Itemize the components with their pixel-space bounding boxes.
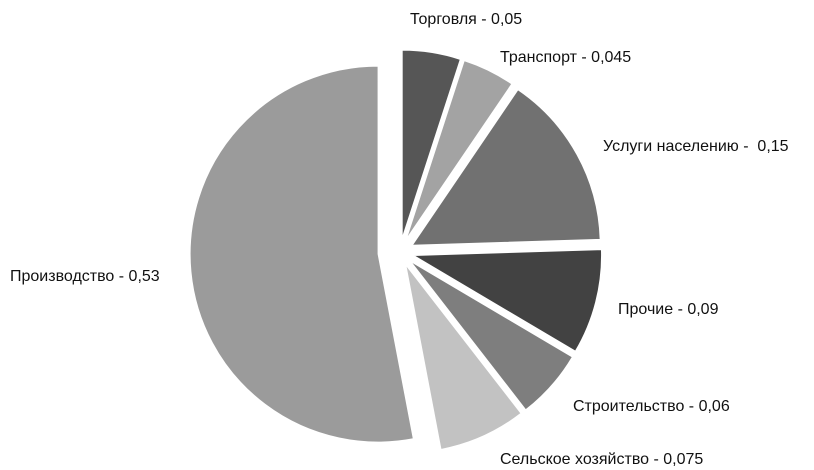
pie-slice	[410, 260, 574, 411]
slice-label: Сельское хозяйство - 0,075	[500, 451, 703, 468]
slice-label: Прочие - 0,09	[618, 301, 719, 318]
slice-label: Строительство - 0,06	[573, 398, 730, 415]
pie-slice	[405, 59, 513, 240]
slice-label: Транспорт - 0,045	[500, 49, 631, 66]
pie-slice	[411, 89, 601, 246]
pie-slice	[411, 249, 603, 352]
slice-label: Услуги населению - 0,15	[603, 138, 789, 155]
pie-slice	[405, 264, 522, 451]
slice-label: Производство - 0,53	[10, 268, 160, 285]
slice-label: Торговля - 0,05	[410, 11, 522, 28]
pie-slice	[401, 49, 461, 239]
pie-slice	[189, 65, 414, 443]
